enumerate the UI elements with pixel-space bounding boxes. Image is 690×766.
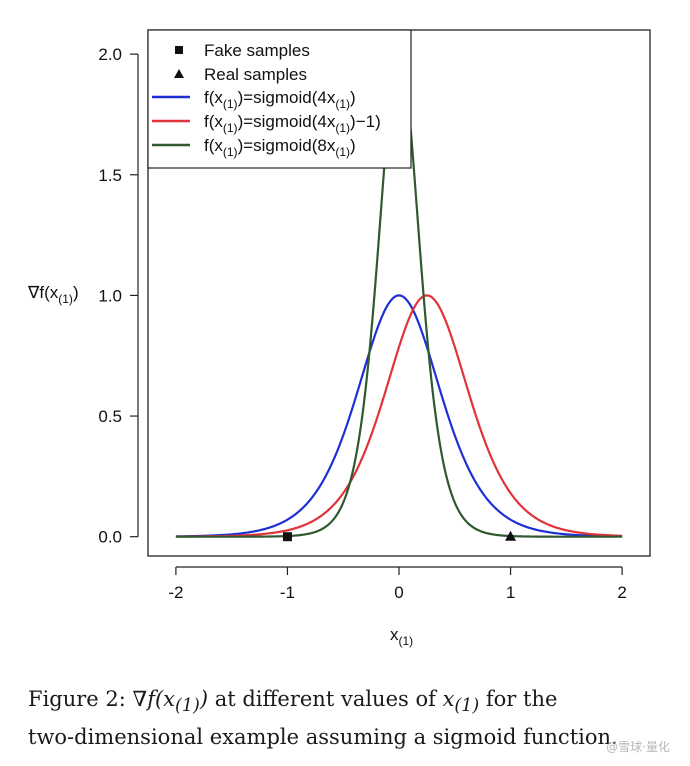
x-axis-label: x(1) — [390, 625, 413, 648]
legend-red-label: f(x(1))=sigmoid(4x(1))−1) — [204, 112, 381, 135]
legend-box — [147, 29, 412, 169]
series-line-1 — [175, 294, 623, 538]
caption-math-x: x(1) — [442, 687, 480, 717]
x-tick-label: 1 — [506, 583, 515, 602]
legend-fake-label: Fake samples — [204, 41, 310, 60]
y-axis-label: ∇f(x(1)) — [27, 283, 79, 306]
y-axis: 0.0 0.5 1.0 1.5 2.0 — [98, 45, 139, 547]
caption-math-gradient: ∇f(x(1)) — [132, 687, 209, 717]
x-tick-label: -2 — [168, 583, 183, 602]
caption-line2: two-dimensional example assuming a sigmo… — [28, 725, 618, 750]
x-axis: -2 -1 0 1 2 — [168, 566, 627, 602]
y-tick-label: 1.5 — [98, 166, 122, 185]
caption-prefix: Figure 2: — [28, 687, 126, 711]
x-tick-label: -1 — [280, 583, 295, 602]
y-tick-label: 1.0 — [98, 286, 122, 305]
legend-blue-label: f(x(1))=sigmoid(4x(1)) — [204, 88, 356, 111]
fake-sample-point — [282, 532, 292, 542]
y-tick-label: 0.0 — [98, 528, 122, 547]
watermark-text: @雪球·量化 — [606, 740, 670, 754]
legend-green-label: f(x(1))=sigmoid(8x(1)) — [204, 136, 356, 159]
legend-real-label: Real samples — [204, 65, 307, 84]
legend: Fake samples Real samples f(x(1))=sigmoi… — [147, 29, 412, 169]
y-tick-label: 2.0 — [98, 45, 122, 64]
caption-mid: at different values of — [214, 687, 436, 711]
legend-real-marker — [174, 69, 184, 78]
figure-caption: Figure 2: ∇f(x(1)) at different values o… — [28, 684, 678, 753]
y-tick-label: 0.5 — [98, 407, 122, 426]
caption-line1-end: for the — [485, 687, 558, 711]
real-sample-point — [505, 530, 517, 541]
x-tick-label: 0 — [394, 583, 403, 602]
series-line-2 — [175, 294, 623, 538]
x-tick-label: 2 — [617, 583, 626, 602]
legend-fake-marker — [175, 46, 183, 54]
points-layer — [282, 530, 517, 542]
